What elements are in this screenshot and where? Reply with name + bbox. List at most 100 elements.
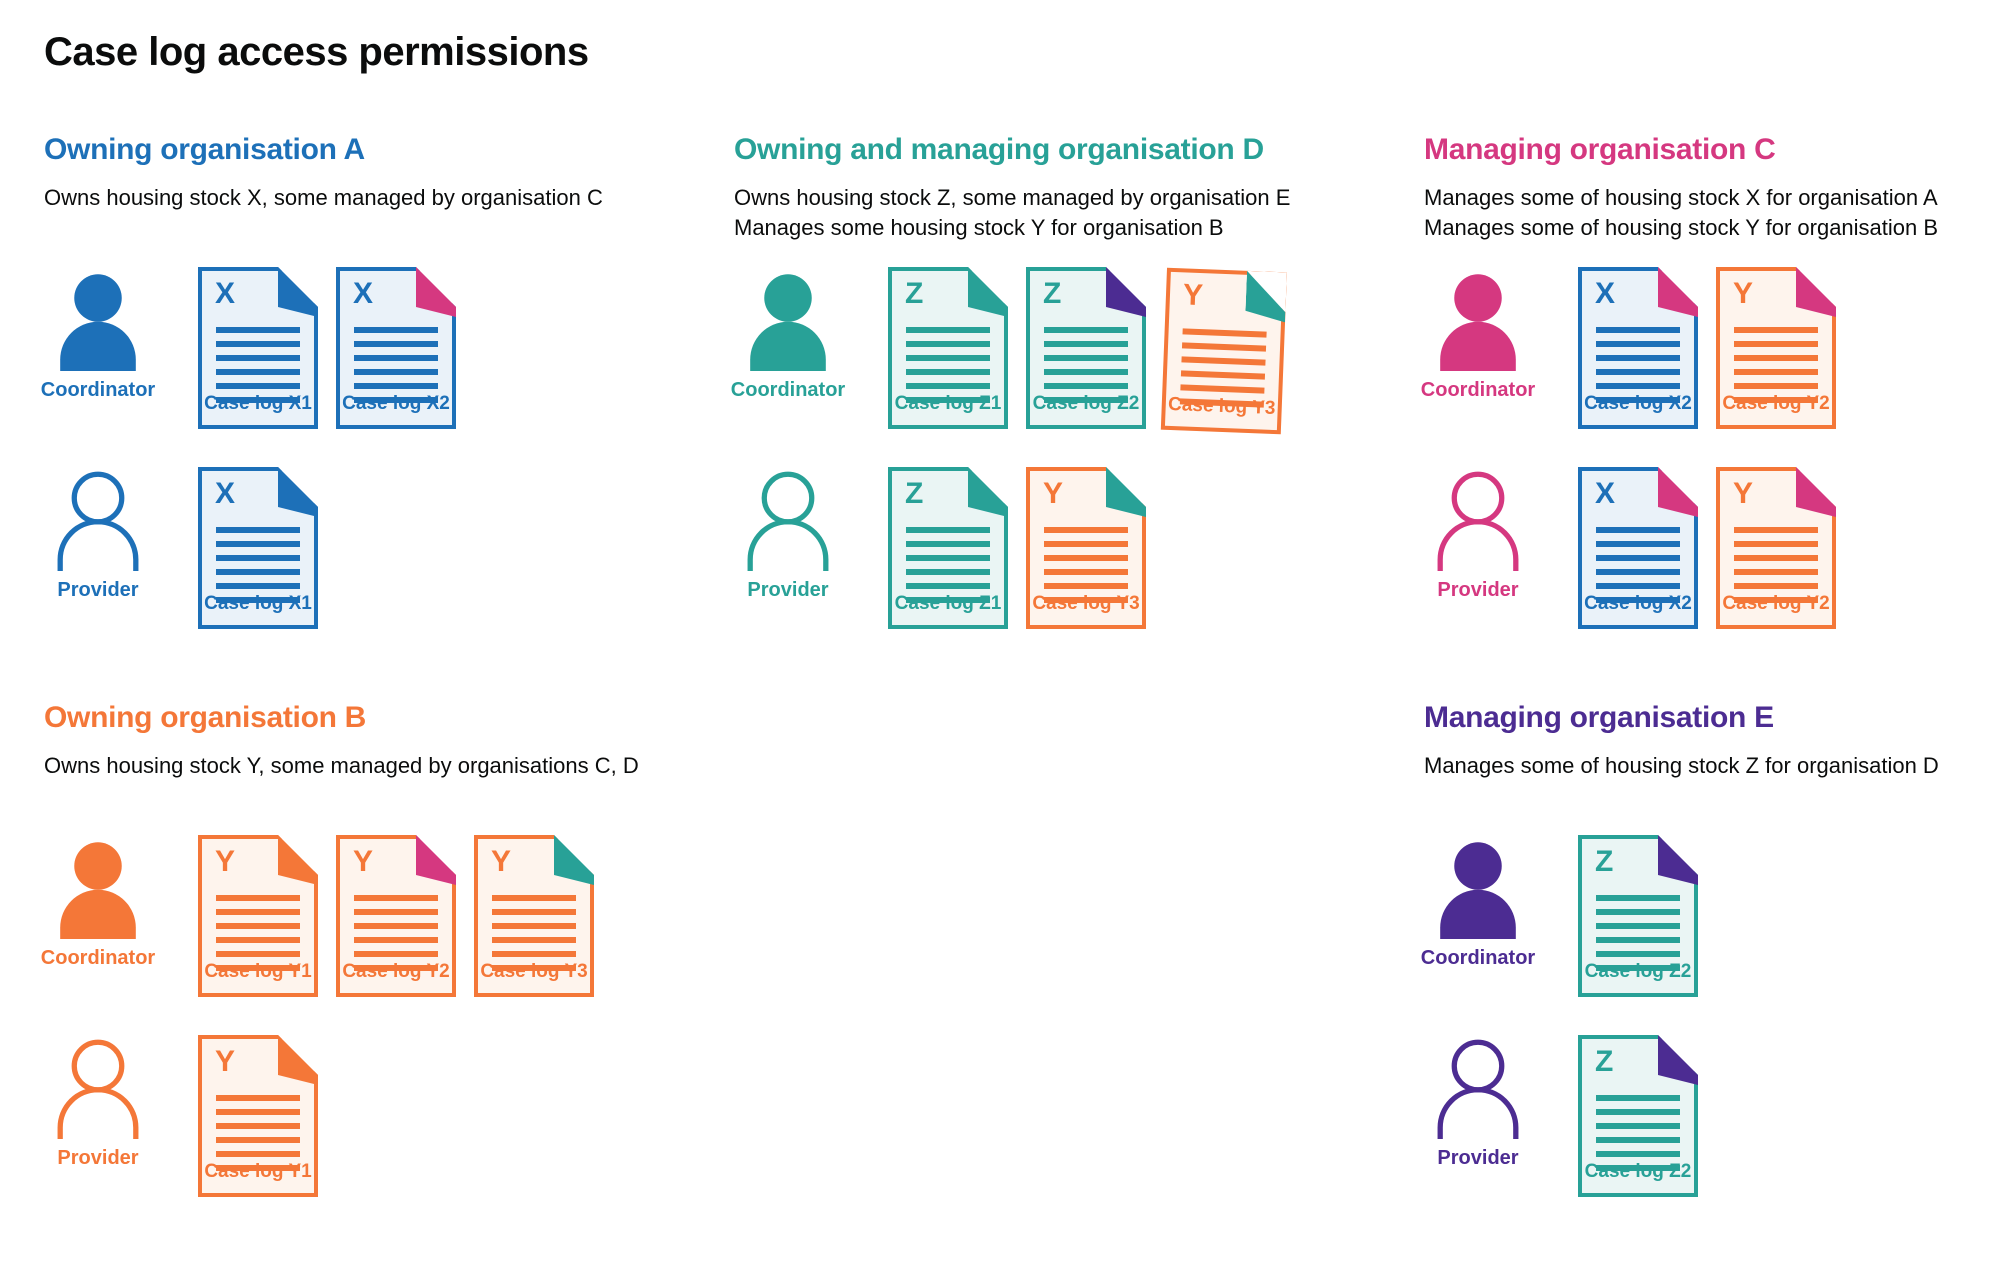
case-log-doc: Y Case log Y2 xyxy=(1716,467,1836,629)
role-row: Provider Z Case log Z2 xyxy=(1424,1035,2000,1197)
role-label: Provider xyxy=(747,579,829,601)
person-filled-icon xyxy=(60,274,136,371)
doc-text-lines-icon xyxy=(1596,527,1680,603)
case-log-doc: Y Case log Y1 xyxy=(198,835,318,997)
case-log-doc: Y Case log Y2 xyxy=(1716,267,1836,429)
role-row: Provider X Case log X1 xyxy=(44,467,734,629)
role-label: Coordinator xyxy=(1420,379,1536,401)
org-heading: Owning organisation B xyxy=(44,701,367,734)
page-title: Case log access permissions xyxy=(44,30,589,74)
role-label: Provider xyxy=(1437,579,1519,601)
person-filled-icon xyxy=(750,274,826,371)
case-log-doc: Z Case log Z2 xyxy=(1578,835,1698,997)
org-description-line: Owns housing stock Z, some managed by or… xyxy=(734,185,1291,210)
doc-label: Case log Y3 xyxy=(480,961,588,982)
role-row: Coordinator X Case log X2 Y Case log Y2 xyxy=(1420,267,2000,429)
doc-letter: Z xyxy=(1595,1045,1614,1078)
role-row: Coordinator Y Case log Y1 Y Case log Y2 … xyxy=(41,835,734,997)
doc-letter: Z xyxy=(905,277,924,310)
doc-list: Y Case log Y1 Y Case log Y2 Y Case log Y… xyxy=(198,835,594,997)
doc-text-lines-icon xyxy=(1044,327,1128,403)
doc-list: Z Case log Z1 Z Case log Z2 Y Case log Y… xyxy=(888,267,1287,435)
org-rows: Coordinator Z Case log Z1 Z Case log Z2 … xyxy=(731,267,1424,629)
doc-list: X Case log X1 xyxy=(198,467,318,629)
role-label: Provider xyxy=(57,1147,139,1169)
org-rows: Coordinator X Case log X1 X Case log X2 … xyxy=(40,267,734,629)
doc-letter: X xyxy=(1595,477,1616,510)
role-label: Provider xyxy=(1437,1147,1519,1169)
doc-letter: Z xyxy=(905,477,924,510)
org-heading: Managing organisation E xyxy=(1424,701,1774,734)
doc-list: X Case log X2 Y Case log Y2 xyxy=(1578,267,1836,429)
doc-label: Case log Y2 xyxy=(1722,593,1830,614)
doc-label: Case log Y2 xyxy=(342,961,450,982)
managing-organisation-e: Managing organisation E Manages some of … xyxy=(1420,701,2000,1197)
owning-and-managing-organisation-d: Owning and managing organisation D Owns … xyxy=(731,133,1424,629)
doc-letter: Y xyxy=(1733,277,1754,310)
case-log-doc: X Case log X2 xyxy=(1578,267,1698,429)
doc-letter: Y xyxy=(1733,477,1754,510)
org-description-line: Owns housing stock Y, some managed by or… xyxy=(44,753,639,778)
case-log-doc: Y Case log Y2 xyxy=(336,835,456,997)
org-description: Owns housing stock X, some managed by or… xyxy=(44,183,734,243)
person-filled-icon xyxy=(60,842,136,939)
doc-text-lines-icon xyxy=(216,1095,300,1171)
org-rows: Coordinator Z Case log Z2 Provider Z Cas… xyxy=(1420,835,2000,1197)
person-filled-icon xyxy=(1440,274,1516,371)
case-log-doc: X Case log X2 xyxy=(1578,467,1698,629)
doc-letter: Y xyxy=(215,1045,236,1078)
person: Provider xyxy=(44,467,152,602)
org-description: Manages some of housing stock X for orga… xyxy=(1424,183,2000,243)
doc-letter: Y xyxy=(215,845,236,878)
doc-letter: X xyxy=(215,277,236,310)
doc-label: Case log Z1 xyxy=(894,393,1002,414)
org-rows: Coordinator Y Case log Y1 Y Case log Y2 … xyxy=(41,835,734,1197)
doc-text-lines-icon xyxy=(1734,327,1818,403)
org-heading: Owning and managing organisation D xyxy=(734,133,1264,166)
doc-text-lines-icon xyxy=(1596,1095,1680,1171)
role-label: Coordinator xyxy=(40,379,156,401)
role-label: Coordinator xyxy=(1420,947,1536,969)
doc-label: Case log Y2 xyxy=(1722,393,1830,414)
doc-letter: X xyxy=(353,277,374,310)
role-label: Provider xyxy=(57,579,139,601)
role-row: Provider Z Case log Z1 Y Case log Y3 xyxy=(734,467,1424,629)
person-outline-icon xyxy=(57,471,139,571)
doc-label: Case log X1 xyxy=(204,393,312,414)
org-description: Owns housing stock Z, some managed by or… xyxy=(734,183,1424,243)
doc-label: Case log Y1 xyxy=(204,961,312,982)
org-description: Manages some of housing stock Z for orga… xyxy=(1424,751,2000,811)
doc-list: Z Case log Z2 xyxy=(1578,1035,1698,1197)
role-row: Coordinator X Case log X1 X Case log X2 xyxy=(40,267,734,429)
doc-letter: Y xyxy=(491,845,512,878)
doc-text-lines-icon xyxy=(1596,327,1680,403)
doc-list: Z Case log Z1 Y Case log Y3 xyxy=(888,467,1146,629)
org-description: Owns housing stock Y, some managed by or… xyxy=(44,751,734,811)
doc-letter: X xyxy=(1595,277,1616,310)
doc-letter: Z xyxy=(1595,845,1614,878)
org-heading: Owning organisation A xyxy=(44,133,365,166)
case-log-doc: Y Case log Y1 xyxy=(198,1035,318,1197)
org-rows: Coordinator X Case log X2 Y Case log Y2 … xyxy=(1420,267,2000,629)
person-filled-icon xyxy=(1440,842,1516,939)
person: Coordinator xyxy=(41,835,155,970)
person-outline-icon xyxy=(57,1039,139,1139)
doc-list: Y Case log Y1 xyxy=(198,1035,318,1197)
doc-text-lines-icon xyxy=(354,895,438,971)
doc-letter: Z xyxy=(1043,277,1062,310)
doc-label: Case log X2 xyxy=(1584,393,1692,414)
doc-label: Case log Y3 xyxy=(1167,393,1276,420)
doc-label: Case log Z1 xyxy=(894,593,1002,614)
doc-text-lines-icon xyxy=(1734,527,1818,603)
case-log-doc: Z Case log Z1 xyxy=(888,467,1008,629)
org-description-line: Owns housing stock X, some managed by or… xyxy=(44,185,603,210)
person: Coordinator xyxy=(1420,267,1536,402)
doc-letter: Y xyxy=(353,845,374,878)
case-log-doc: Z Case log Z2 xyxy=(1578,1035,1698,1197)
doc-label: Case log X1 xyxy=(204,593,312,614)
person: Provider xyxy=(734,467,842,602)
doc-list: X Case log X1 X Case log X2 xyxy=(198,267,456,429)
org-description-line: Manages some of housing stock Y for orga… xyxy=(1424,215,1939,240)
doc-text-lines-icon xyxy=(216,895,300,971)
